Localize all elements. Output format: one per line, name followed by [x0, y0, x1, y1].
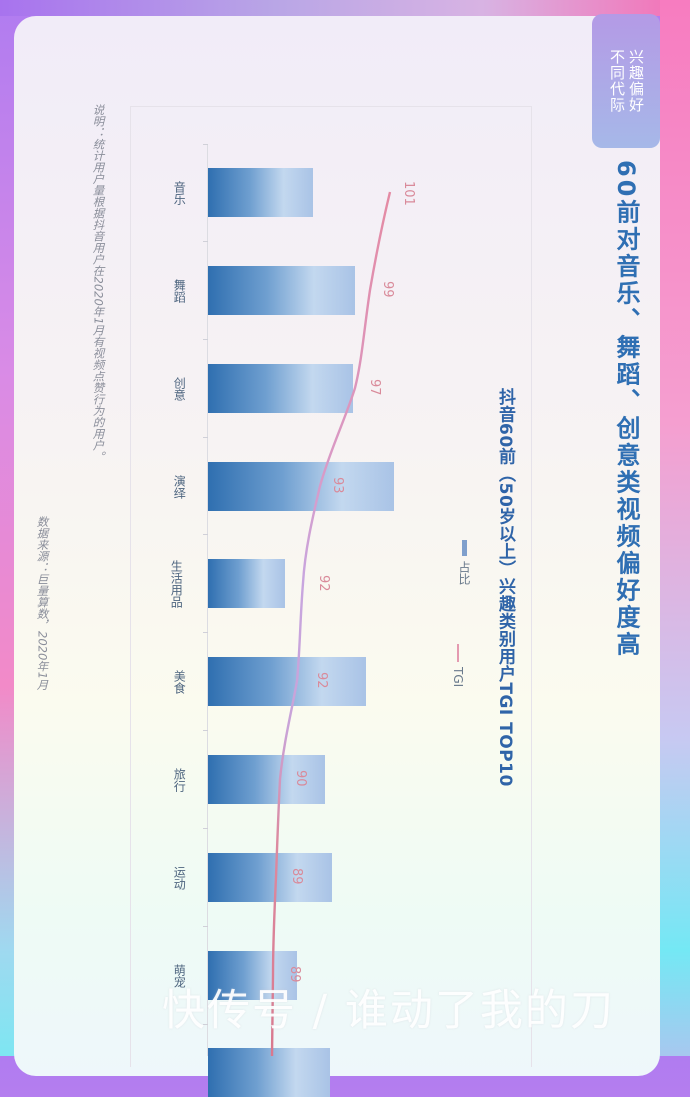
chart-legend: 占比 TGI [451, 540, 472, 700]
category-label: 旅行 [172, 767, 187, 792]
category-label: 创意 [172, 376, 187, 401]
legend-label-share: 占比 [457, 561, 471, 585]
legend-label-tgi: TGI [451, 667, 465, 688]
section-tag-line1: 不同代际 [608, 49, 626, 113]
chart-frame [130, 106, 532, 1067]
page-headline: 60前对音乐、舞蹈、创意类视频偏好度高 [612, 160, 640, 659]
axis-tick [203, 437, 208, 438]
bar-dance [208, 266, 355, 315]
category-label: 萌宠 [172, 963, 187, 988]
axis-tick [203, 828, 208, 829]
section-tag-line2: 兴趣偏好 [627, 49, 645, 113]
tgi-value: 92 [316, 575, 331, 592]
content-card [14, 16, 660, 1076]
category-label: 舞蹈 [172, 278, 187, 303]
background-right-edge [660, 0, 690, 1056]
tgi-value: 97 [367, 379, 382, 396]
bar-pets [208, 951, 297, 1000]
tgi-value: 101 [401, 181, 416, 206]
bar-food [208, 657, 366, 706]
background-top-edge [0, 0, 690, 16]
bar-performance [208, 462, 394, 511]
category-label: 音乐 [172, 180, 187, 205]
tgi-value: 89 [287, 966, 302, 983]
line-swatch-icon [457, 644, 459, 662]
tgi-line [270, 191, 392, 1056]
category-label: 美食 [172, 669, 187, 694]
bar-swatch-icon [461, 540, 467, 556]
tgi-value: 93 [330, 477, 345, 494]
watermark: 快传号 / 谁动了我的刀 [162, 986, 615, 1036]
bar-daily-goods [208, 559, 285, 608]
axis-tick [203, 144, 208, 145]
tgi-value: 92 [314, 672, 329, 689]
axis-tick [203, 1024, 208, 1025]
category-label: 运动 [172, 865, 187, 890]
axis-tick [203, 730, 208, 731]
category-label: 生活用品 [169, 559, 184, 608]
tgi-value: 89 [289, 868, 304, 885]
axis-tick [203, 926, 208, 927]
section-tag: 不同代际 兴趣偏好 [592, 14, 660, 148]
legend-item-tgi: TGI [451, 644, 465, 688]
tgi-value: 99 [380, 281, 395, 298]
chart-title: 抖音60前（50岁以上）兴趣类别用户TGI TOP10 [495, 388, 515, 787]
axis-tick [203, 241, 208, 242]
legend-item-share: 占比 [452, 540, 476, 585]
category-axis [207, 144, 208, 1056]
data-source: 数据来源：巨量算数，2020年1月 [35, 516, 50, 691]
axis-tick [203, 534, 208, 535]
bar-travel [208, 755, 325, 804]
chart-note: 说明：统计用户量根据抖音用户在2020年1月有视频点赞行为的用户。 [91, 104, 106, 463]
bar-creative [208, 364, 353, 413]
tgi-value: 90 [293, 770, 308, 787]
axis-tick [203, 632, 208, 633]
category-label: 演绎 [172, 474, 187, 499]
axis-tick [203, 339, 208, 340]
bar-sports [208, 853, 332, 902]
bar-music [208, 168, 313, 217]
